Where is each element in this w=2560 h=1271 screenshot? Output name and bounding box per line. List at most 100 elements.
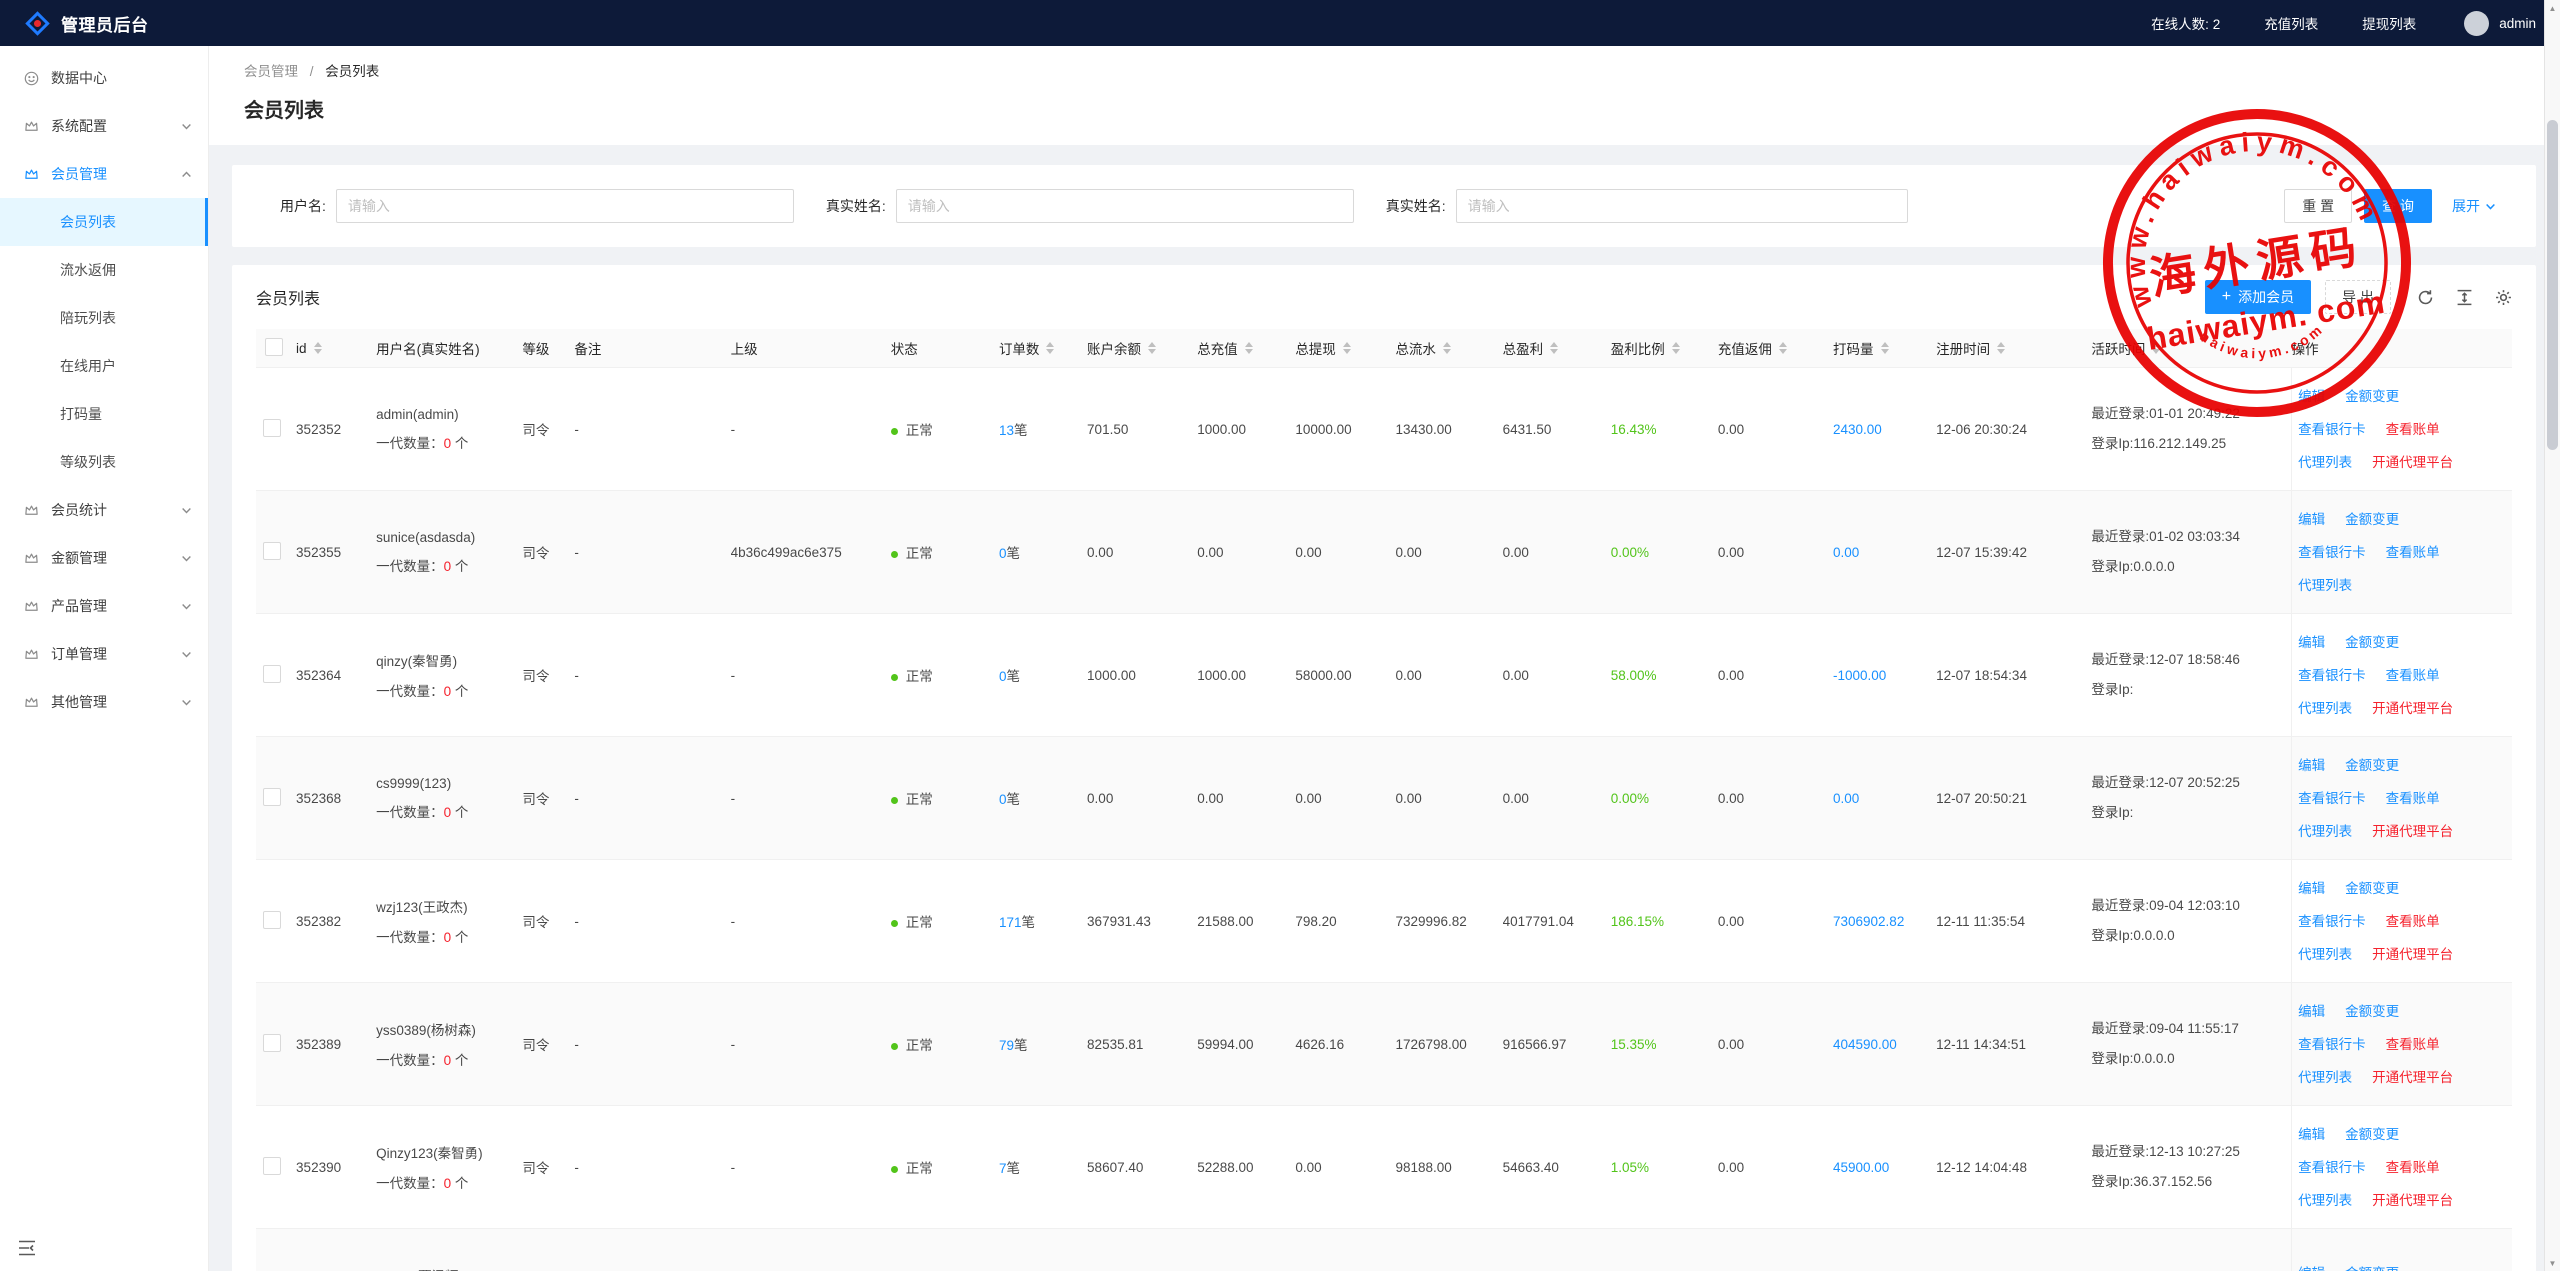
scrollbar-thumb[interactable] <box>2547 120 2558 450</box>
sidebar-item-4[interactable]: 流水返佣 <box>60 262 116 278</box>
action-查看银行卡[interactable]: 查看银行卡 <box>2298 1159 2366 1175</box>
action-查看银行卡[interactable]: 查看银行卡 <box>2298 667 2366 683</box>
action-金额变更[interactable]: 金额变更 <box>2345 1257 2399 1271</box>
col-header-id[interactable]: id <box>296 329 377 368</box>
row-checkbox[interactable] <box>263 1156 282 1175</box>
action-金额变更[interactable]: 金额变更 <box>2345 1003 2400 1019</box>
row-checkbox[interactable] <box>263 787 282 806</box>
topnav-recharge-list[interactable]: 充值列表 <box>2264 17 2319 32</box>
action-金额变更[interactable]: 金额变更 <box>2345 511 2400 527</box>
row-checkbox[interactable] <box>263 541 282 560</box>
cell-orders[interactable]: 13笔 <box>998 367 1088 491</box>
export-button[interactable]: 导 出 <box>2325 280 2391 314</box>
action-金额变更[interactable]: 金额变更 <box>2345 880 2400 896</box>
col-header-dama[interactable]: 打码量 <box>1833 329 1937 368</box>
topnav-withdraw-list[interactable]: 提现列表 <box>2362 17 2417 32</box>
action-代理列表[interactable]: 代理列表 <box>2298 454 2353 470</box>
action-编辑[interactable]: 编辑 <box>2298 757 2326 773</box>
col-header-balance[interactable]: 账户余额 <box>1087 329 1198 368</box>
row-checkbox[interactable] <box>263 1033 282 1052</box>
sidebar-item-5[interactable]: 陪玩列表 <box>60 310 116 326</box>
action-代理列表[interactable]: 代理列表 <box>2298 823 2353 839</box>
action-编辑[interactable]: 编辑 <box>2298 511 2326 527</box>
scrollbar-up-arrow[interactable]: ▲ <box>2548 3 2557 13</box>
expand-toggle[interactable]: 展开 <box>2452 196 2496 216</box>
sidebar-item-10[interactable]: 金额管理 <box>0 534 208 582</box>
action-开通代理平台[interactable]: 开通代理平台 <box>2372 823 2454 839</box>
action-查看银行卡[interactable]: 查看银行卡 <box>2298 790 2366 806</box>
action-查看账单[interactable]: 查看账单 <box>2385 544 2440 560</box>
action-查看账单[interactable]: 查看账单 <box>2385 1159 2440 1175</box>
action-开通代理平台[interactable]: 开通代理平台 <box>2372 700 2454 716</box>
reset-button[interactable]: 重 置 <box>2284 189 2353 223</box>
col-header-rebate[interactable]: 充值返佣 <box>1717 329 1833 368</box>
select-all-checkbox[interactable] <box>265 337 284 356</box>
action-编辑[interactable]: 编辑 <box>2298 1126 2326 1142</box>
sidebar-item-12[interactable]: 订单管理 <box>0 630 208 678</box>
action-查看银行卡[interactable]: 查看银行卡 <box>2298 421 2366 437</box>
vertical-scrollbar[interactable]: ▲ ▼ <box>2544 0 2560 1271</box>
sidebar-item-11[interactable]: 产品管理 <box>0 582 208 630</box>
action-开通代理平台[interactable]: 开通代理平台 <box>2372 1069 2454 1085</box>
density-icon[interactable] <box>2456 289 2473 306</box>
row-checkbox[interactable] <box>263 910 282 929</box>
action-查看银行卡[interactable]: 查看银行卡 <box>2298 1036 2366 1052</box>
col-header-active_time[interactable]: 活跃时间 <box>2091 329 2292 368</box>
sidebar-item-1[interactable]: 系统配置 <box>0 102 208 150</box>
action-编辑[interactable]: 编辑 <box>2298 1003 2326 1019</box>
refresh-icon[interactable] <box>2417 289 2434 306</box>
action-编辑[interactable]: 编辑 <box>2298 388 2326 404</box>
settings-gear-icon[interactable] <box>2495 289 2512 306</box>
cell-orders[interactable]: 0笔 <box>998 613 1088 737</box>
avatar[interactable] <box>2464 10 2490 36</box>
topbar-username[interactable]: admin <box>2499 15 2536 31</box>
action-查看账单[interactable]: 查看账单 <box>2385 913 2440 929</box>
action-编辑[interactable]: 编辑 <box>2298 634 2326 650</box>
add-member-button[interactable]: + 添加会员 <box>2204 280 2312 314</box>
action-查看银行卡[interactable]: 查看银行卡 <box>2298 913 2366 929</box>
cell-orders[interactable]: 0笔 <box>998 736 1088 860</box>
action-查看银行卡[interactable]: 查看银行卡 <box>2298 544 2366 560</box>
action-代理列表[interactable]: 代理列表 <box>2298 1069 2353 1085</box>
action-查看账单[interactable]: 查看账单 <box>2385 421 2440 437</box>
col-header-recharge[interactable]: 总充值 <box>1197 329 1296 368</box>
action-开通代理平台[interactable]: 开通代理平台 <box>2372 454 2454 470</box>
action-代理列表[interactable]: 代理列表 <box>2298 1192 2353 1208</box>
sidebar-item-9[interactable]: 会员统计 <box>0 486 208 534</box>
action-开通代理平台[interactable]: 开通代理平台 <box>2372 946 2454 962</box>
col-header-withdraw[interactable]: 总提现 <box>1295 329 1396 368</box>
action-金额变更[interactable]: 金额变更 <box>2345 1126 2400 1142</box>
cell-dama[interactable]: -1000.00 <box>1833 613 1937 737</box>
cell-orders[interactable]: 79笔 <box>998 982 1088 1106</box>
action-代理列表[interactable]: 代理列表 <box>2298 700 2353 716</box>
sidebar-item-0[interactable]: 数据中心 <box>0 54 208 102</box>
sidebar-item-2[interactable]: 会员管理 <box>0 150 208 198</box>
search-button[interactable]: 查 询 <box>2364 189 2432 223</box>
action-开通代理平台[interactable]: 开通代理平台 <box>2372 1192 2454 1208</box>
scrollbar-down-arrow[interactable]: ▼ <box>2548 1258 2557 1268</box>
action-查看账单[interactable]: 查看账单 <box>2385 667 2440 683</box>
sidebar-item-7[interactable]: 打码量 <box>60 406 102 422</box>
sidebar-item-3[interactable]: 会员列表 <box>0 198 208 246</box>
col-header-profit[interactable]: 总盈利 <box>1502 329 1611 368</box>
action-代理列表[interactable]: 代理列表 <box>2298 577 2353 593</box>
brand[interactable]: 管理员后台 <box>24 10 149 37</box>
action-代理列表[interactable]: 代理列表 <box>2298 946 2353 962</box>
col-header-flow[interactable]: 总流水 <box>1395 329 1503 368</box>
cell-dama[interactable]: 0.00 <box>1833 736 1937 860</box>
col-header-reg_time[interactable]: 注册时间 <box>1936 329 2092 368</box>
action-查看账单[interactable]: 查看账单 <box>2385 1036 2440 1052</box>
action-金额变更[interactable]: 金额变更 <box>2345 634 2400 650</box>
action-查看账单[interactable]: 查看账单 <box>2385 790 2440 806</box>
realname-input-2[interactable] <box>1455 189 1908 223</box>
cell-orders[interactable]: 0笔 <box>998 490 1088 614</box>
breadcrumb-parent[interactable]: 会员管理 <box>244 64 298 79</box>
col-header-ratio[interactable]: 盈利比例 <box>1610 329 1718 368</box>
cell-dama[interactable]: 2430.00 <box>1833 367 1937 491</box>
row-checkbox[interactable] <box>263 418 282 437</box>
cell-dama[interactable]: 45900.00 <box>1833 1105 1937 1229</box>
sidebar-collapse-icon[interactable] <box>18 1240 36 1259</box>
cell-orders[interactable]: 171笔 <box>998 859 1088 983</box>
cell-orders[interactable]: 7笔 <box>998 1105 1088 1229</box>
action-编辑[interactable]: 编辑 <box>2298 880 2326 896</box>
